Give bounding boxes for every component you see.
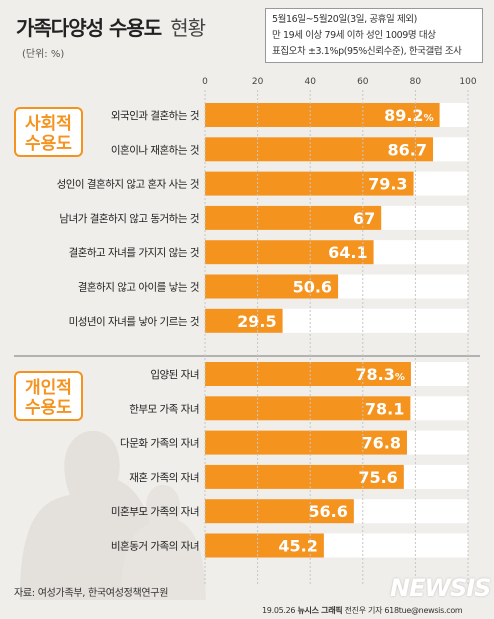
unit-note: (단위: %)	[22, 49, 65, 60]
value-label: 86.7	[388, 140, 427, 159]
credit-note: 19.05.26 뉴시스 그래픽 전진우 기자 618tue@newsis.co…	[262, 605, 463, 616]
page-title: 가족다양성 수용도 현황	[16, 12, 206, 41]
credit-org: 뉴시스 그래픽	[297, 606, 343, 615]
survey-period: 5월16일~5월20일(3일, 공휴일 제외)	[272, 14, 417, 25]
bar	[205, 396, 411, 421]
value-label: 45.2	[278, 537, 317, 556]
bar	[205, 137, 434, 162]
bar	[205, 240, 374, 265]
value-label: 50.6	[293, 278, 332, 297]
group-name-line: 사회적	[25, 114, 72, 134]
category-label: 외국인과 결혼하는 것	[111, 109, 199, 122]
family-silhouette-decoration	[20, 430, 206, 600]
category-label: 성인이 결혼하지 않고 혼자 사는 것	[57, 178, 199, 191]
child-silhouette	[120, 484, 206, 600]
category-label: 비혼동거 가족의 자녀	[111, 540, 199, 553]
value-label: 75.6	[358, 468, 397, 487]
bar	[205, 308, 283, 333]
category-label: 남녀가 결혼하지 않고 동거하는 것	[59, 212, 199, 225]
group-label-box	[14, 107, 83, 157]
title-sub: 현황	[170, 16, 206, 40]
adult-silhouette	[20, 430, 160, 600]
survey-sample: 만 19세 이상 79세 이하 성인 1009명 대상	[272, 30, 436, 41]
bar	[205, 171, 414, 196]
bar	[205, 205, 382, 230]
group-name-line: 수용도	[25, 398, 72, 418]
category-label: 재혼 가족의 자녀	[129, 471, 199, 484]
bar	[205, 103, 440, 127]
category-label: 이혼이나 재혼하는 것	[111, 143, 199, 156]
category-label: 결혼하지 않고 아이를 낳는 것	[78, 281, 199, 294]
value-label: 56.6	[308, 502, 347, 521]
bar	[205, 362, 411, 386]
x-tick-label: 100	[459, 77, 476, 87]
x-axis: 0 20 40 60 80 100	[202, 77, 477, 584]
x-tick-label: 80	[410, 77, 422, 87]
bar	[205, 533, 324, 558]
category-label: 결혼하고 자녀를 가지지 않는 것	[69, 246, 199, 259]
bar	[205, 274, 339, 299]
bar-rows: 외국인과 결혼하는 것 89.2% 이혼이나 재혼하는 것 86.7 성인이 결혼하지 …	[57, 103, 468, 558]
value-label: 79.3	[368, 175, 407, 194]
category-label: 다문화 가족의 자녀	[120, 438, 199, 450]
value-label: 78.1	[365, 399, 404, 418]
category-label: 입양된 자녀	[150, 368, 199, 381]
category-label: 한부모 가족 자녀	[129, 403, 199, 415]
category-label: 미성년이 자녀를 낳아 기르는 것	[69, 316, 199, 328]
x-tick-label: 40	[304, 77, 316, 87]
value-label: 89.2%	[384, 106, 434, 125]
value-label: 29.5	[237, 312, 276, 331]
value-label: 76.8	[361, 434, 400, 453]
bar	[205, 430, 407, 455]
watermark-logo: NEWSIS	[390, 574, 491, 602]
x-tick-label: 60	[357, 77, 369, 87]
credit-author: 전진우 기자 618tue@newsis.com	[344, 606, 463, 615]
group-name-line: 개인적	[25, 378, 72, 398]
bar	[205, 499, 354, 524]
bar	[205, 464, 404, 489]
category-label: 미혼부모 가족의 자녀	[111, 505, 199, 518]
group-name-line: 수용도	[25, 134, 72, 154]
x-tick-label: 20	[252, 77, 264, 87]
survey-info-box: 5월16일~5월20일(3일, 공휴일 제외) 만 19세 이상 79세 이하 …	[265, 8, 483, 63]
survey-error: 표집오차 ±3.1%p(95%신뢰수준), 한국갤럽 조사	[272, 46, 462, 57]
value-label: 64.1	[328, 243, 367, 262]
group-label-box	[14, 371, 83, 421]
value-label: 67	[353, 209, 375, 228]
x-tick-label: 0	[202, 77, 208, 87]
value-label: 78.3%	[355, 365, 405, 384]
credit-date: 19.05.26	[262, 606, 296, 615]
title-main: 가족다양성 수용도	[16, 16, 162, 40]
source-note: 자료: 여성가족부, 한국여성정책연구원	[14, 588, 169, 599]
